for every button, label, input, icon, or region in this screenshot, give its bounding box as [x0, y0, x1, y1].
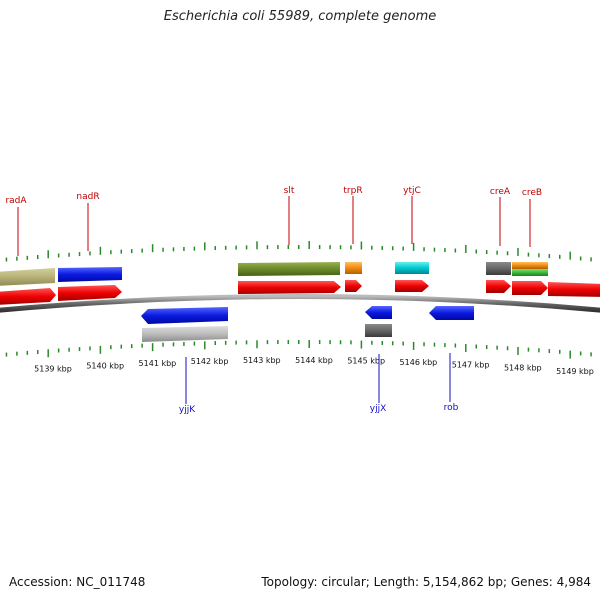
scale-label: 5143 kbp [243, 356, 281, 365]
gene-label-trpR: trpR [343, 186, 362, 196]
gene-label-ytjC: ytjC [403, 186, 421, 196]
scale-label: 5142 kbp [191, 357, 229, 366]
gene-label-rob: rob [444, 403, 459, 413]
gene-yjjX-arrow [365, 306, 392, 319]
scale-label: 5149 kbp [556, 367, 594, 376]
feature-creB-annot-top [512, 262, 548, 269]
scale-label: 5139 kbp [34, 365, 72, 374]
gene-next-arrow [548, 282, 600, 297]
feature-nadR-annot [58, 267, 122, 282]
accession-text: Accession: NC_011748 [9, 575, 146, 589]
gene-nadR-arrow [58, 285, 122, 301]
feature-ytjC-annot [395, 262, 429, 274]
genome-summary-text: Topology: circular; Length: 5,154,862 bp… [261, 575, 591, 589]
scale-label: 5140 kbp [86, 361, 124, 370]
ticks-bottom [5, 340, 592, 359]
feature-trpR-annot [345, 262, 362, 274]
genome-title: Escherichia coli 55989, complete genome [163, 9, 437, 24]
feature-yjjK-annot [142, 326, 228, 342]
gene-creB-arrow [512, 281, 548, 295]
gene-label-nadR: nadR [76, 192, 99, 202]
gene-ytjC-arrow [395, 280, 429, 292]
scale-labels: 5139 kbp 5140 kbp 5141 kbp 5142 kbp 5143 kbp… [34, 356, 594, 376]
gene-rob-arrow [429, 306, 474, 320]
gene-labels: radA nadR slt trpR ytjC creA creB yjjK yjjX rob [5, 186, 542, 415]
scale-label: 5144 kbp [295, 356, 333, 365]
ticks-top [5, 241, 592, 262]
gene-label-yjjX: yjjX [370, 404, 387, 414]
scale-label: 5145 kbp [347, 357, 385, 366]
genome-backbone [0, 294, 600, 313]
label-leaders [17, 196, 531, 404]
feature-creB-annot-bot [512, 269, 548, 276]
scale-label: 5141 kbp [139, 359, 177, 368]
scale-label: 5147 kbp [452, 360, 490, 369]
feature-slt-annot [238, 262, 340, 276]
feature-radA-annot [0, 268, 55, 286]
scale-label: 5148 kbp [504, 363, 542, 372]
gene-trpR-arrow [345, 280, 362, 292]
gene-slt-arrow [238, 281, 341, 294]
gene-label-radA: radA [5, 196, 27, 206]
gene-creA-arrow [486, 280, 511, 293]
gene-label-creB: creB [522, 188, 542, 198]
feature-creA-annot [486, 262, 511, 275]
gene-radA-arrow [0, 288, 56, 305]
gene-label-slt: slt [284, 186, 295, 196]
gene-yjjK-arrow [141, 307, 228, 324]
gene-label-yjjK: yjjK [179, 405, 196, 415]
scale-label: 5146 kbp [400, 358, 438, 367]
gene-label-creA: creA [490, 187, 511, 197]
feature-yjjX-annot [365, 324, 392, 337]
